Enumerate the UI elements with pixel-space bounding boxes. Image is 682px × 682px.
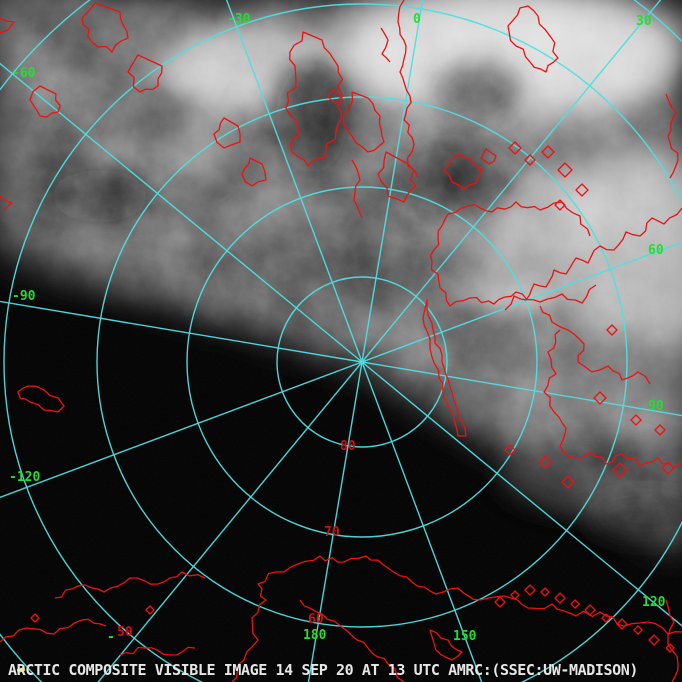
coastline-path: [606, 324, 618, 336]
coastline-path: [584, 604, 596, 616]
coastline-path: [510, 590, 520, 600]
coastline-path: [397, 0, 419, 179]
coastline-path: [612, 462, 628, 478]
coastline-path: [480, 148, 497, 165]
coastline-path: [630, 414, 642, 426]
meridian-line: [97, 361, 363, 682]
coastline-path: [299, 599, 405, 682]
coastline-path: [665, 643, 675, 653]
coastline-path: [327, 89, 343, 104]
latitude-circle-60: [96, 96, 628, 628]
coastline-path: [539, 305, 651, 385]
coastline-path: [554, 592, 566, 604]
coastline-path: [447, 201, 591, 237]
latitude-circle-50: [3, 3, 682, 682]
coastline-path: [145, 605, 155, 615]
coastline-path: [0, 17, 15, 34]
coastline-path: [593, 391, 607, 405]
coastline-path: [575, 183, 589, 197]
meridian-line: [361, 241, 682, 363]
coastline-path: [504, 207, 682, 311]
coastline-path: [616, 618, 628, 630]
coastline-path: [665, 93, 679, 179]
meridian-line: [0, 300, 363, 363]
coastline-path: [29, 85, 61, 118]
latitude-circle-80: [276, 276, 448, 448]
coastline-path: [429, 213, 597, 307]
coastline-path: [127, 54, 163, 93]
coastline-path: [524, 584, 536, 596]
coastline-path: [0, 195, 13, 211]
coastline-path: [538, 455, 552, 469]
coastline-path: [213, 117, 241, 149]
coastline-path: [17, 385, 65, 413]
coastline-path: [654, 424, 666, 436]
coastline-path: [380, 27, 391, 63]
meridian-line: [361, 361, 483, 682]
meridian-line: [361, 361, 682, 627]
meridian-line: [0, 361, 363, 499]
coastline-path: [81, 2, 129, 53]
coastline-path: [648, 634, 660, 646]
meridian-line: [0, 62, 363, 363]
coastline-path: [540, 587, 550, 597]
coastline-path: [422, 299, 467, 437]
coastline-path: [633, 625, 643, 635]
coastline-path: [504, 444, 516, 456]
meridian-line: [225, 0, 363, 363]
meridian-line: [361, 0, 424, 363]
coastline-path: [443, 153, 482, 190]
coastline-path: [557, 162, 573, 178]
meridian-line: [361, 0, 662, 363]
coastline-path: [429, 629, 463, 661]
latitude-circle-70: [186, 186, 538, 538]
coastline-path: [507, 5, 559, 73]
coastline-path: [285, 31, 344, 167]
meridian-line: [307, 361, 363, 682]
coastline-path: [0, 618, 107, 643]
coastline-path: [543, 329, 682, 469]
coastline-path: [494, 596, 506, 608]
coastline-path: [351, 159, 363, 219]
meridian-line: [361, 361, 682, 417]
coastline-path: [377, 151, 417, 203]
coastline-path: [570, 599, 580, 609]
coastline-path: [661, 461, 675, 475]
coastline-path: [119, 646, 196, 656]
coastline-path: [241, 157, 267, 187]
coastline-path: [561, 475, 575, 489]
coastline-path: [508, 141, 522, 155]
coastline-path: [30, 613, 40, 623]
coastline-path: [601, 613, 611, 623]
caption-text: ARCTIC COMPOSITE VISIBLE IMAGE 14 SEP 20…: [8, 661, 639, 679]
coastline-path: [524, 154, 536, 166]
coastline-path: [54, 571, 206, 599]
coastline-path: [342, 91, 385, 153]
coastline-path: [665, 599, 679, 682]
coastline-path: [541, 145, 555, 159]
